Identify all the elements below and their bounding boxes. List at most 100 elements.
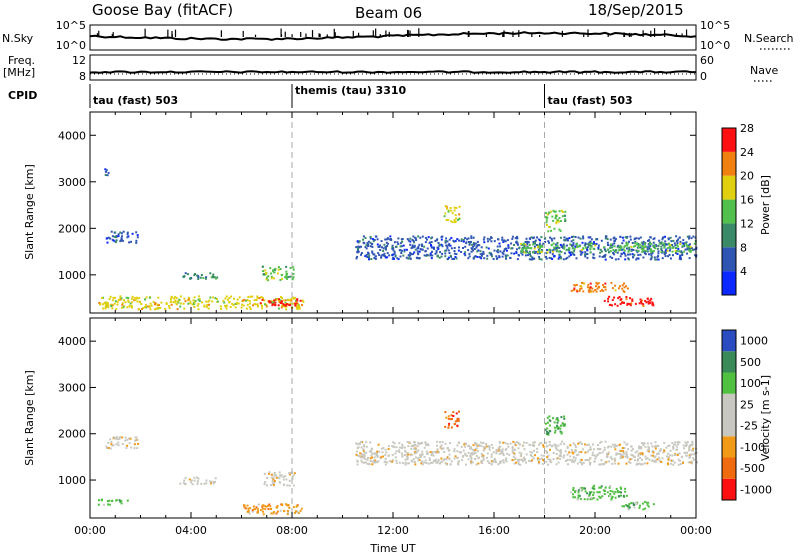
echo-cell (446, 245, 449, 248)
echo-cell (113, 436, 116, 439)
echo-cell (548, 211, 551, 214)
freq-tick-top: 12 (72, 54, 86, 67)
echo-cell (611, 304, 614, 307)
echo-cell (276, 272, 279, 275)
echo-cell (261, 265, 264, 268)
echo-cell (647, 501, 650, 504)
echo-cell (473, 244, 476, 247)
echo-cell (488, 448, 491, 451)
echo-cell (410, 447, 413, 450)
echo-cell (266, 276, 269, 279)
echo-cell (643, 462, 646, 465)
echo-cell (447, 209, 450, 212)
echo-cell (569, 455, 572, 458)
echo-cell (214, 297, 217, 300)
echo-cell (623, 286, 626, 289)
echo-cell (121, 239, 124, 242)
echo-cell (660, 242, 662, 245)
echo-cell (690, 449, 693, 452)
echo-cell (572, 239, 575, 242)
echo-cell (371, 460, 374, 463)
echo-cell (396, 241, 399, 244)
echo-cell (555, 463, 558, 466)
echo-cell (556, 424, 559, 427)
echo-cell (634, 245, 637, 248)
echo-cell (128, 437, 131, 440)
echo-cell (528, 459, 530, 462)
echo-cell (677, 458, 680, 461)
echo-cell (456, 444, 459, 447)
echo-cell (378, 254, 381, 256)
echo-cell (246, 299, 249, 302)
echo-cell (398, 449, 401, 452)
echo-cell (561, 211, 564, 213)
echo-cell (273, 271, 276, 274)
echo-cell (586, 498, 589, 501)
echo-cell (495, 448, 498, 451)
echo-cell (555, 250, 558, 253)
echo-cell (672, 459, 675, 462)
echo-cell (369, 441, 372, 444)
echo-cell (668, 242, 670, 245)
echo-cell (653, 237, 656, 240)
echo-cell (440, 457, 443, 460)
echo-cell (549, 460, 552, 463)
echo-cell (448, 457, 451, 460)
echo-cell (579, 441, 582, 444)
echo-cell (367, 457, 369, 459)
noise-sky-label: N.Sky (2, 32, 34, 45)
echo-cell (617, 287, 620, 290)
echo-cell (644, 455, 647, 458)
echo-cell (598, 255, 601, 258)
echo-cell (454, 455, 457, 458)
echo-cell (226, 304, 228, 307)
echo-cell (483, 236, 486, 239)
echo-cell (124, 301, 127, 304)
echo-cell (297, 512, 300, 514)
echo-cell (445, 458, 448, 461)
echo-cell (599, 496, 602, 499)
echo-cell (399, 245, 402, 248)
echo-cell (647, 302, 650, 305)
echo-cell (586, 248, 588, 251)
echo-cell (677, 238, 680, 241)
echo-cell (286, 277, 289, 280)
echo-cell (444, 411, 447, 414)
echo-cell (482, 446, 485, 449)
echo-cell (98, 499, 100, 502)
echo-cell (403, 248, 406, 251)
echo-cell (682, 242, 685, 245)
colorbar-tick-label: -500 (740, 462, 765, 475)
echo-cell (608, 486, 611, 489)
echo-cell (205, 479, 208, 482)
echo-cell (290, 297, 293, 300)
echo-cell (269, 301, 272, 304)
echo-cell (453, 423, 456, 425)
echo-cell (532, 251, 535, 254)
echo-cell (691, 462, 693, 465)
echo-cell (385, 238, 388, 241)
echo-cell (600, 239, 603, 242)
echo-cell (481, 461, 484, 464)
y-tick-label: 1000 (58, 474, 86, 487)
echo-cell (461, 455, 464, 458)
echo-cell (376, 461, 379, 464)
echo-cell (485, 246, 488, 249)
echo-cell (650, 454, 653, 457)
echo-cell (274, 474, 277, 477)
echo-cell (262, 273, 265, 275)
echo-cell (515, 248, 518, 251)
echo-cell (618, 449, 621, 452)
colorbar-tick-label: -25 (740, 420, 758, 433)
echo-cell (644, 445, 647, 448)
velocity-echoes (97, 410, 698, 516)
echo-cell (126, 231, 129, 234)
echo-cell (208, 299, 211, 302)
echo-cell (532, 441, 535, 444)
echo-cell (573, 450, 576, 453)
echo-cell (559, 256, 562, 259)
echo-cell (121, 303, 124, 306)
echo-cell (279, 299, 282, 302)
echo-cell (632, 502, 635, 505)
echo-cell (184, 272, 187, 275)
